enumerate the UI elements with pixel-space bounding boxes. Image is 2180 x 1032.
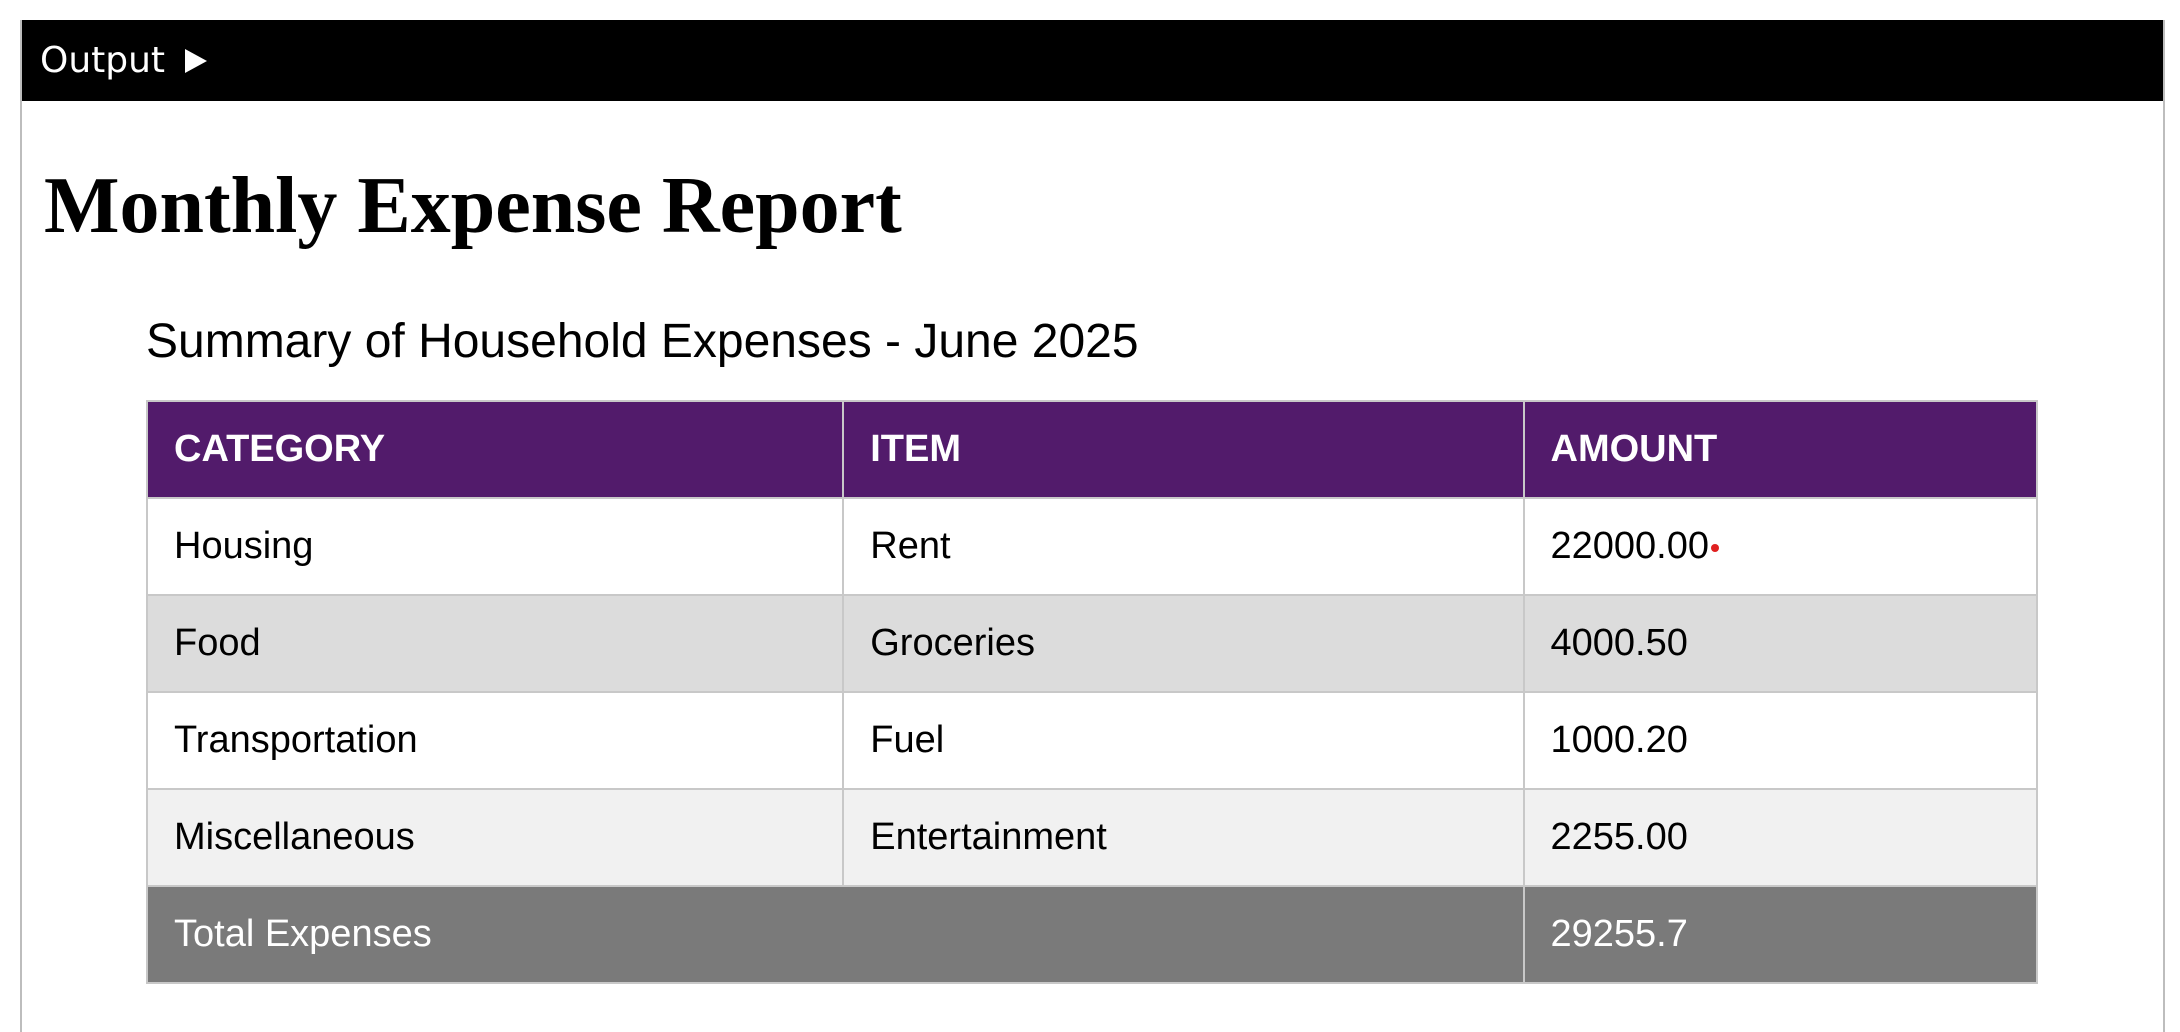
table-caption: Summary of Household Expenses - June 202… xyxy=(146,315,1139,368)
play-icon[interactable] xyxy=(185,48,208,73)
cell-amount: 1000.20 xyxy=(1522,691,2039,790)
cell-category: Transportation xyxy=(145,691,845,790)
cell-item: Entertainment xyxy=(842,788,1525,887)
cell-item: Rent xyxy=(842,497,1525,596)
cell-amount: 22000.00 xyxy=(1522,497,2039,596)
total-value: 29255.7 xyxy=(1522,885,2039,984)
cell-item: Groceries xyxy=(842,594,1525,693)
cell-item: Fuel xyxy=(842,691,1525,790)
header-category: CATEGORY xyxy=(145,400,845,499)
table-header-row: CATEGORY ITEM AMOUNT xyxy=(145,400,2039,499)
header-amount: AMOUNT xyxy=(1522,400,2039,499)
total-label: Total Expenses xyxy=(146,885,1525,984)
cell-amount: 4000.50 xyxy=(1522,594,2039,693)
cell-amount: 2255.00 xyxy=(1522,788,2039,887)
table-row: Housing Rent 22000.00 xyxy=(145,497,2039,596)
table-row: Miscellaneous Entertainment 2255.00 xyxy=(145,788,2039,887)
cell-category: Housing xyxy=(145,497,845,596)
amount-value: 22000.00 xyxy=(1550,525,1710,567)
total-row: Total Expenses 29255.7 xyxy=(146,885,2039,984)
output-toggle-bar[interactable]: Output xyxy=(22,20,2163,101)
expense-table: CATEGORY ITEM AMOUNT Housing Rent 22000.… xyxy=(145,400,2039,984)
table-row: Food Groceries 4000.50 xyxy=(145,594,2039,693)
header-item: ITEM xyxy=(842,400,1525,499)
output-panel: Output Monthly Expense Report Summary of… xyxy=(20,20,2165,1032)
cell-category: Food xyxy=(145,594,845,693)
page-title: Monthly Expense Report xyxy=(44,162,902,250)
table-row: Transportation Fuel 1000.20 xyxy=(145,691,2039,790)
marker-dot-icon xyxy=(1711,543,1720,552)
output-label: Output xyxy=(40,39,166,81)
cell-category: Miscellaneous xyxy=(145,788,845,887)
